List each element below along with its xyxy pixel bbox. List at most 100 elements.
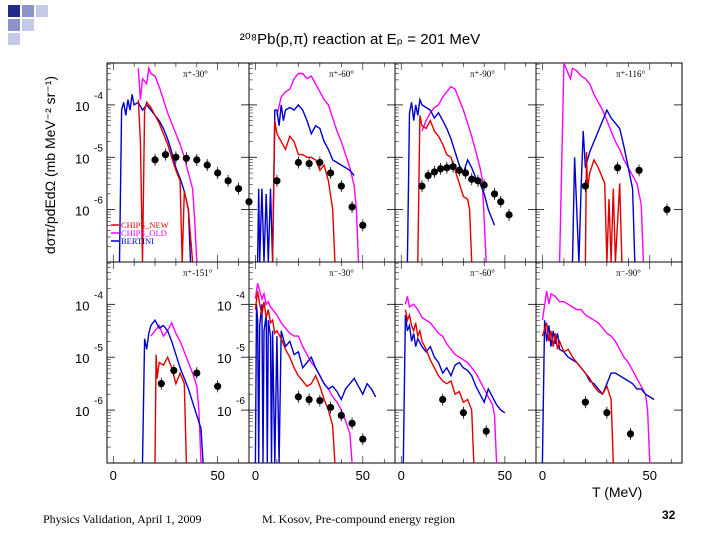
legend-label-chips-old: CHIPS_OLD bbox=[121, 228, 167, 238]
panel-2-data-point bbox=[305, 159, 313, 168]
page-number: 32 bbox=[662, 508, 676, 522]
panel-1-data-point bbox=[234, 185, 243, 193]
panel-3-data-point bbox=[455, 166, 463, 174]
panel-3-data-point bbox=[449, 163, 457, 171]
panel-6-data-point bbox=[305, 395, 313, 404]
panel-6-data-point bbox=[316, 396, 324, 405]
panel-5-data-point bbox=[170, 366, 178, 375]
panel-1-data-point bbox=[161, 151, 170, 159]
panel-1-label: π⁺-30° bbox=[183, 69, 208, 79]
y-tick-label-base: 10 bbox=[75, 204, 89, 219]
panel-6-series-chips-new bbox=[254, 290, 336, 464]
panel-5-data-point bbox=[193, 369, 201, 377]
y-tick-label-exp: -6 bbox=[94, 196, 103, 207]
y-tick-label-exp: -5 bbox=[94, 143, 103, 154]
panel-4-data-point bbox=[581, 182, 589, 190]
panel-5-data-point bbox=[157, 380, 165, 388]
x-tick-label: 0 bbox=[398, 468, 405, 483]
deco-square-1 bbox=[8, 5, 20, 17]
panel-1-data-point bbox=[214, 169, 222, 177]
panel-6-label: π⁻-30° bbox=[329, 268, 354, 278]
panel-4-series-chips-new bbox=[584, 151, 623, 263]
panel-4-data-point bbox=[613, 164, 622, 172]
panel-7-series-chips-new bbox=[404, 309, 475, 464]
panel-6-data-point bbox=[294, 393, 302, 401]
x-tick-label: 50 bbox=[498, 468, 512, 483]
y-tick-label-exp: -5 bbox=[94, 343, 103, 354]
y-tick-label-base: 10 bbox=[75, 151, 89, 166]
panel-5-data-point bbox=[214, 382, 222, 390]
deco-square-3 bbox=[36, 5, 48, 17]
y-tick-label-base: 10 bbox=[75, 298, 89, 313]
panel-2-data-point bbox=[348, 203, 356, 211]
x-tick-label: 0 bbox=[539, 468, 546, 483]
panel-2-series-chips-old bbox=[276, 72, 360, 263]
panel-2-data-point bbox=[273, 177, 281, 185]
panel-2-data-point bbox=[326, 169, 335, 177]
y-tick-label-exp: -6 bbox=[94, 396, 103, 407]
panel-2-series-chips-new bbox=[271, 120, 336, 263]
deco-square-5 bbox=[22, 19, 34, 31]
panel-7-frame bbox=[394, 261, 537, 464]
panel-3-data-point bbox=[424, 171, 432, 180]
panel-7-label: π⁻-60° bbox=[470, 268, 495, 278]
x-tick-label: 50 bbox=[643, 468, 657, 483]
panel-3-data-point bbox=[430, 168, 438, 176]
panel-3-data-point bbox=[497, 198, 505, 206]
panel-1-data-point bbox=[182, 154, 190, 162]
panel-6-data-point bbox=[348, 419, 356, 427]
panel-2-data-point bbox=[359, 221, 367, 229]
x-tick-label: 0 bbox=[110, 468, 117, 483]
panel-7-data-point bbox=[439, 395, 447, 404]
panel-8-series-bertini bbox=[541, 320, 655, 464]
panel-1-series-chips-old bbox=[137, 65, 198, 263]
panel-3-data-point bbox=[490, 190, 499, 198]
panel-3-data-point bbox=[468, 175, 476, 183]
panel-1-data-point bbox=[151, 156, 159, 164]
panel-6-data-point bbox=[359, 435, 367, 443]
panel-6-data-point bbox=[337, 411, 345, 419]
panel-8-data-point bbox=[603, 409, 611, 417]
panel-2-data-point bbox=[316, 158, 324, 167]
panel-2-series-bertini bbox=[256, 103, 355, 263]
panel-7-series-chips-old bbox=[404, 296, 498, 464]
panel-8-series-chips-old bbox=[541, 290, 651, 464]
x-tick-label: 50 bbox=[210, 468, 224, 483]
panel-5-series-chips-new bbox=[154, 354, 188, 464]
footer-left: Physics Validation, April 1, 2009 bbox=[43, 512, 202, 526]
y-tick-label-exp: -4 bbox=[94, 290, 103, 301]
x-tick-label: 0 bbox=[252, 468, 259, 483]
deco-square-4 bbox=[8, 19, 20, 31]
chart-title: ²⁰⁸Pb(p,π) reaction at Eₚ = 201 MeV bbox=[239, 31, 481, 48]
y-tick-label-exp: -4 bbox=[94, 91, 103, 102]
panel-4-label: π⁺-116° bbox=[616, 69, 645, 79]
y-tick-label-base: 10 bbox=[217, 298, 231, 313]
x-tick-label: 50 bbox=[356, 468, 370, 483]
panel-1-data-point bbox=[203, 161, 211, 169]
y-tick-label-exp: -6 bbox=[236, 396, 245, 407]
panel-1-data-point bbox=[224, 177, 232, 185]
panel-2-label: π⁺-60° bbox=[329, 69, 354, 79]
panel-4-frame bbox=[535, 62, 683, 263]
corner-decoration bbox=[8, 5, 48, 45]
panel-6-series-bertini bbox=[254, 304, 377, 464]
panel-1-series-bertini bbox=[118, 94, 192, 263]
panel-3-data-point bbox=[505, 211, 513, 219]
panel-8-frame bbox=[535, 261, 683, 464]
panel-3-frame bbox=[394, 62, 537, 263]
y-tick-label-exp: -5 bbox=[236, 343, 245, 354]
y-tick-label-base: 10 bbox=[75, 351, 89, 366]
panel-3-data-point bbox=[437, 165, 445, 173]
panel-8-label: π⁻-90° bbox=[616, 268, 641, 278]
panel-3-series-chips-new bbox=[417, 115, 473, 263]
panel-3-data-point bbox=[474, 177, 482, 185]
panel-5-label: π⁺-151° bbox=[183, 268, 213, 278]
panel-3-data-point bbox=[461, 169, 470, 177]
panel-5-series-bertini bbox=[141, 318, 204, 464]
panel-5-series-chips-old bbox=[150, 321, 202, 464]
y-tick-label-exp: -4 bbox=[236, 290, 245, 301]
y-tick-label-base: 10 bbox=[75, 99, 89, 114]
panel-7-data-point bbox=[459, 409, 468, 417]
x-axis-label: T (MeV) bbox=[592, 484, 643, 500]
